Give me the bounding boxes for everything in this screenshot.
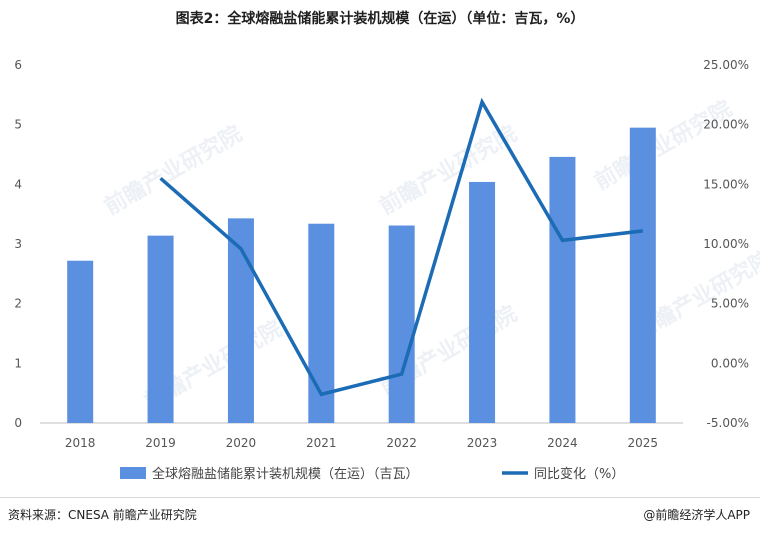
bar bbox=[227, 218, 254, 423]
chart-title: 图表2：全球熔融盐储能累计装机规模（在运）（单位：吉瓦，%） bbox=[175, 11, 585, 27]
x-tick-label: 2023 bbox=[467, 436, 498, 450]
x-tick-label: 2020 bbox=[226, 436, 257, 450]
bar bbox=[388, 225, 415, 423]
legend-label-bar: 全球熔融盐储能累计装机规模（在运）（吉瓦） bbox=[152, 466, 419, 482]
y-right-tick-label: 0.00% bbox=[711, 356, 749, 370]
y-left-tick-label: 5 bbox=[14, 118, 22, 132]
x-tick-label: 2024 bbox=[547, 436, 578, 450]
y-right-tick-label: 5.00% bbox=[711, 297, 749, 311]
x-tick-label: 2018 bbox=[65, 436, 96, 450]
y-left-tick-label: 4 bbox=[14, 177, 22, 191]
y-left-tick-label: 3 bbox=[14, 237, 22, 251]
x-tick-label: 2025 bbox=[628, 436, 659, 450]
y-right-tick-label: 25.00% bbox=[703, 58, 749, 72]
legend-label-line: 同比变化（%） bbox=[534, 466, 624, 482]
footer-divider bbox=[0, 497, 760, 498]
bar bbox=[629, 127, 656, 424]
y-left-tick-label: 1 bbox=[14, 356, 22, 370]
bar bbox=[67, 260, 94, 423]
y-left-tick-label: 6 bbox=[14, 58, 22, 72]
y-left-tick-label: 0 bbox=[14, 416, 22, 430]
y-right-tick-label: 15.00% bbox=[703, 177, 749, 191]
axes: 0 1 2 3 4 5 6 -5.00% 0.00% 5.00% 10.00% 15.00% 20.00… bbox=[14, 58, 749, 450]
bar-series bbox=[67, 127, 656, 424]
watermark-text: 前瞻产业研究院 bbox=[100, 121, 246, 221]
y-left-tick-label: 2 bbox=[14, 297, 22, 311]
bar bbox=[469, 181, 496, 423]
x-tick-label: 2021 bbox=[306, 436, 337, 450]
x-tick-label: 2019 bbox=[145, 436, 176, 450]
line-series bbox=[159, 97, 644, 397]
bar bbox=[308, 223, 335, 423]
source-note: 资料来源：CNESA 前瞻产业研究院 bbox=[8, 508, 197, 522]
y-right-tick-label: 20.00% bbox=[703, 118, 749, 132]
watermark-layer: 前瞻产业研究院 前瞻产业研究院 前瞻产业研究院前瞻产业研究院前瞻产业研究院前瞻产业研… bbox=[100, 96, 760, 416]
legend: 全球熔融盐储能累计装机规模（在运）（吉瓦） 同比变化（%） bbox=[120, 466, 624, 482]
combo-chart: 前瞻产业研究院 前瞻产业研究院 前瞻产业研究院前瞻产业研究院前瞻产业研究院前瞻产业研… bbox=[14, 58, 760, 482]
brand-handle: @前瞻经济学人APP bbox=[643, 508, 750, 522]
bar bbox=[147, 235, 174, 423]
y-right-tick-label: -5.00% bbox=[707, 416, 749, 430]
legend-swatch-bar bbox=[120, 467, 146, 479]
y-right-tick-label: 10.00% bbox=[703, 237, 749, 251]
watermark-text: 前瞻产业研究院 bbox=[375, 121, 521, 221]
x-tick-label: 2022 bbox=[386, 436, 417, 450]
bar bbox=[549, 156, 576, 424]
